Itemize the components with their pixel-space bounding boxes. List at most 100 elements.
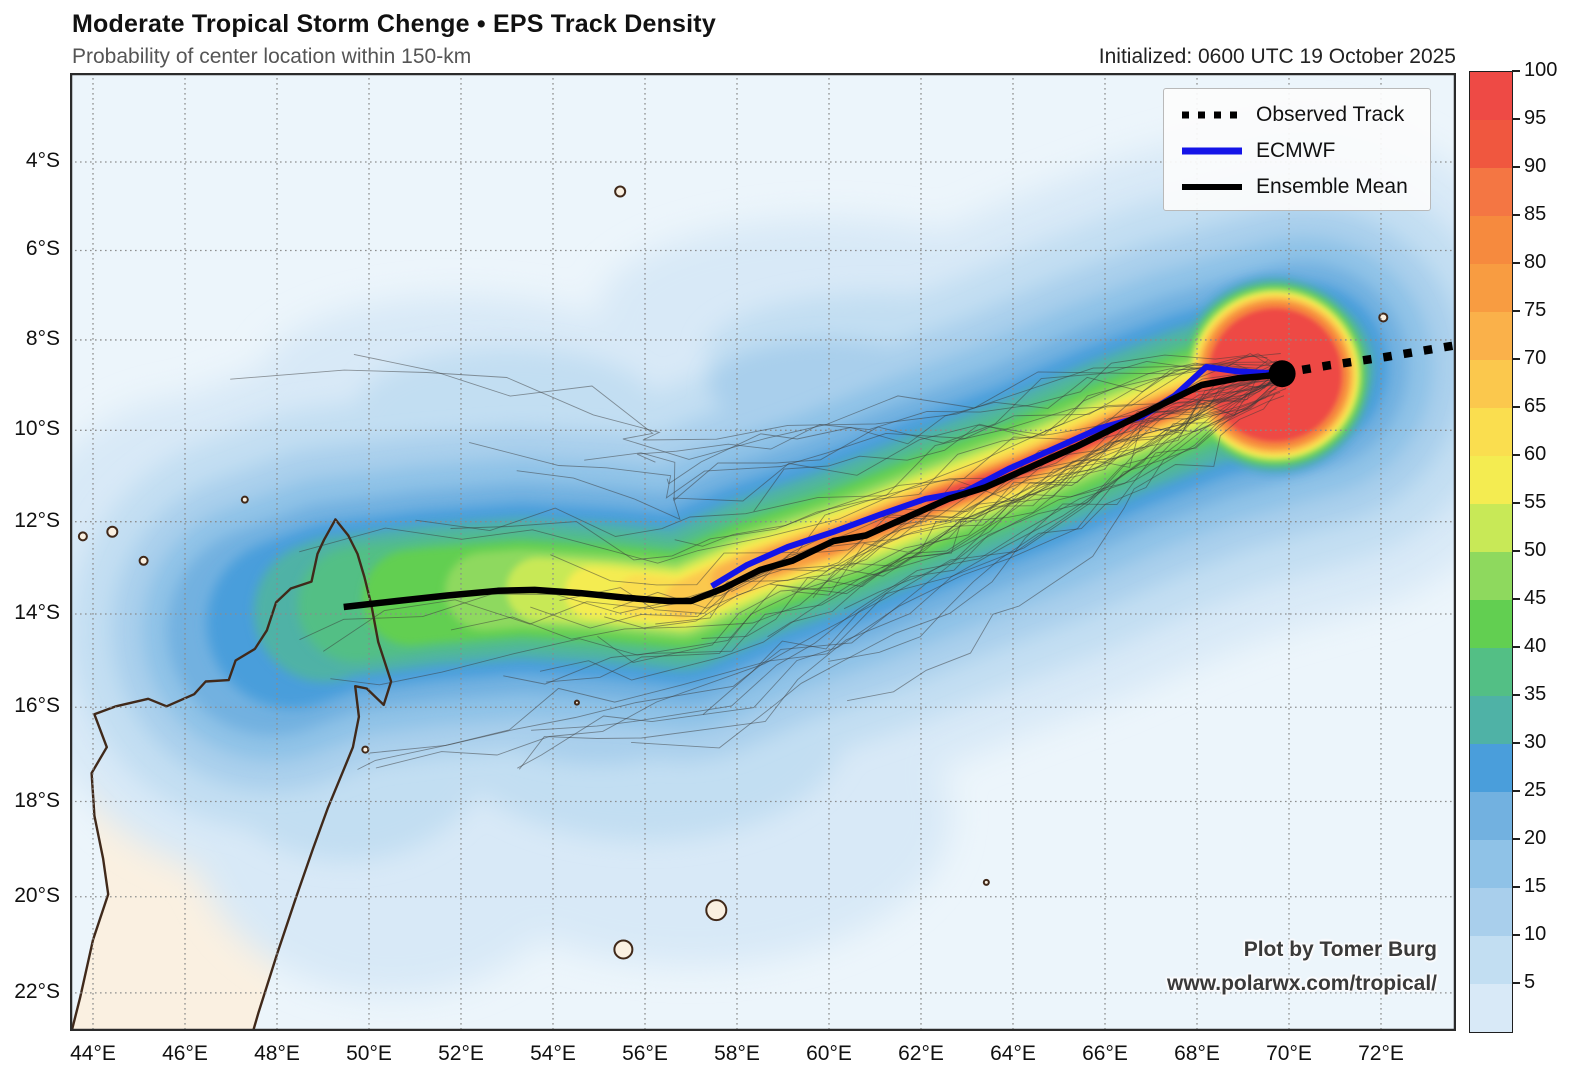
x-tick-label-72: 72°E xyxy=(1358,1042,1404,1065)
ensemble-member-tracks xyxy=(230,352,1287,770)
colorbar-band-65 xyxy=(1470,408,1512,456)
attribution-url: www.polarwx.com/tropical/ xyxy=(1167,972,1437,995)
x-tick-label-50: 50°E xyxy=(346,1042,392,1065)
y-tick-label-14: 14°S xyxy=(14,601,60,624)
colorbar-label-45: 45 xyxy=(1524,587,1547,609)
y-tick-label-22: 22°S xyxy=(14,979,60,1003)
colorbar-label-5: 5 xyxy=(1524,971,1536,993)
ensemble-member-track xyxy=(353,353,1281,460)
attribution-author: Plot by Tomer Burg xyxy=(1243,938,1437,961)
colorbar-band-90 xyxy=(1470,168,1512,216)
ensemble-member-track xyxy=(584,359,1269,502)
colorbar-tick-45 xyxy=(1512,598,1520,600)
colorbar-band-10 xyxy=(1470,936,1512,984)
x-tick-label-62: 62°E xyxy=(898,1042,944,1065)
initialization-time: Initialized: 0600 UTC 19 October 2025 xyxy=(1098,45,1456,68)
legend-label-ensemble-mean: Ensemble Mean xyxy=(1256,175,1408,198)
colorbar-band-60 xyxy=(1470,456,1512,504)
x-tick-label-64: 64°E xyxy=(990,1042,1036,1065)
x-tick-label-44: 44°E xyxy=(70,1042,116,1065)
island-sainte-marie xyxy=(361,745,370,754)
colorbar-tick-35 xyxy=(1512,694,1520,696)
colorbar-label-65: 65 xyxy=(1524,395,1547,417)
island-mauritius xyxy=(705,899,728,922)
legend-label-ecmwf: ECMWF xyxy=(1256,139,1336,162)
ensemble-member-track xyxy=(299,369,1279,564)
y-tick-label-16: 16°S xyxy=(14,694,60,718)
x-tick-label-60: 60°E xyxy=(806,1042,852,1065)
colorbar-tick-20 xyxy=(1512,838,1520,840)
ensemble-member-track xyxy=(530,374,1274,629)
y-tick-label-8: 8°S xyxy=(25,326,60,350)
ensemble-member-track xyxy=(655,372,1284,625)
colorbar-tick-5 xyxy=(1512,982,1520,984)
colorbar-tick-85 xyxy=(1512,214,1520,216)
ensemble-member-track xyxy=(636,354,1268,463)
colorbar-band-40 xyxy=(1470,648,1512,696)
colorbar-label-75: 75 xyxy=(1524,299,1547,321)
ensemble-member-track xyxy=(843,388,1277,610)
ensemble-member-track xyxy=(546,374,1274,683)
page-subtitle: Probability of center location within 15… xyxy=(72,45,472,68)
map-frame xyxy=(70,73,1456,1031)
probability-colorbar xyxy=(1469,71,1513,1033)
colorbar-label-90: 90 xyxy=(1524,155,1547,177)
island-reunion xyxy=(613,939,634,960)
ensemble-member-track xyxy=(357,380,1280,770)
colorbar-band-100 xyxy=(1470,72,1512,120)
x-tick-label-68: 68°E xyxy=(1174,1042,1220,1065)
colorbar-tick-40 xyxy=(1512,646,1520,648)
colorbar-band-25 xyxy=(1470,792,1512,840)
y-tick-label-18: 18°S xyxy=(14,788,60,812)
observed-track-line-sample xyxy=(1182,111,1242,119)
colorbar-tick-25 xyxy=(1512,790,1520,792)
ensemble-member-track xyxy=(631,388,1287,749)
colorbar-tick-10 xyxy=(1512,934,1520,936)
legend-item-observed: Observed Track xyxy=(1180,97,1430,133)
x-tick-label-70: 70°E xyxy=(1266,1042,1312,1065)
madagascar-coastline xyxy=(70,518,393,1031)
ensemble-member-track xyxy=(323,378,1278,652)
ensemble-member-track xyxy=(828,395,1285,662)
ensemble-member-track xyxy=(503,372,1277,685)
colorbar-label-60: 60 xyxy=(1524,443,1547,465)
colorbar-label-80: 80 xyxy=(1524,251,1547,273)
colorbar-label-95: 95 xyxy=(1524,107,1547,129)
colorbar-label-35: 35 xyxy=(1524,683,1547,705)
x-tick-label-52: 52°E xyxy=(438,1042,484,1065)
ensemble-member-track xyxy=(847,393,1276,702)
colorbar-label-55: 55 xyxy=(1524,491,1547,513)
ecmwf-track-line xyxy=(710,363,1283,589)
colorbar-band-50 xyxy=(1470,552,1512,600)
colorbar-label-40: 40 xyxy=(1524,635,1547,657)
colorbar-tick-80 xyxy=(1512,262,1520,264)
legend-box: Observed Track ECMWF Ensemble Mean xyxy=(1163,88,1431,211)
colorbar-band-15 xyxy=(1470,888,1512,936)
ensemble-member-track xyxy=(702,386,1277,715)
colorbar-tick-100 xyxy=(1512,70,1520,72)
colorbar-tick-30 xyxy=(1512,742,1520,744)
legend-label-observed: Observed Track xyxy=(1256,103,1405,126)
current-position-marker xyxy=(1268,360,1296,388)
x-tick-label-58: 58°E xyxy=(714,1042,760,1065)
colorbar-band-35 xyxy=(1470,696,1512,744)
colorbar-label-25: 25 xyxy=(1524,779,1547,801)
colorbar-label-10: 10 xyxy=(1524,923,1547,945)
colorbar-tick-15 xyxy=(1512,886,1520,888)
island-rodrigues xyxy=(982,878,990,886)
x-tick-label-66: 66°E xyxy=(1082,1042,1128,1065)
colorbar-label-85: 85 xyxy=(1524,203,1547,225)
y-tick-label-10: 10°S xyxy=(14,417,60,441)
colorbar-tick-50 xyxy=(1512,550,1520,552)
colorbar-band-95 xyxy=(1470,120,1512,168)
observed-track-line xyxy=(1281,341,1456,378)
ensemble-member-track xyxy=(415,367,1278,537)
graticule xyxy=(70,73,1456,1031)
x-tick-label-48: 48°E xyxy=(254,1042,300,1065)
ensemble-member-track xyxy=(531,375,1282,731)
ecmwf-line-sample xyxy=(1182,147,1242,155)
colorbar-band-5 xyxy=(1470,984,1512,1032)
colorbar-label-30: 30 xyxy=(1524,731,1547,753)
colorbar-band-55 xyxy=(1470,504,1512,552)
